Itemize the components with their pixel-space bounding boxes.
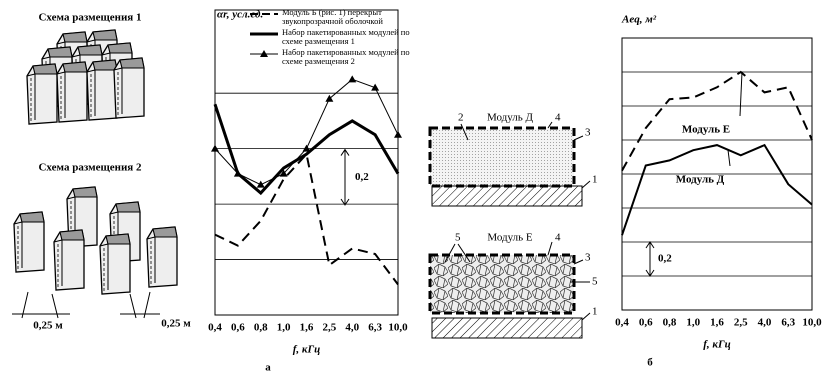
marker — [302, 144, 311, 152]
scale-bar — [340, 148, 350, 206]
gap-label: 0,25 м — [161, 318, 191, 330]
label: 1 — [592, 174, 598, 186]
series-line — [621, 143, 813, 236]
marker — [211, 144, 219, 152]
series-label: Модуль Е — [682, 124, 730, 136]
x-tick-label: 1,6 — [710, 317, 724, 329]
label: Модуль Е — [487, 232, 533, 244]
x-tick-label: 1,0 — [686, 317, 700, 329]
y-axis-label: Aeq, м² — [621, 14, 657, 26]
section-e: 5 Модуль Е 4 3 5 1 — [428, 232, 598, 339]
marker — [371, 83, 380, 91]
x-axis-label: f, кГц — [703, 339, 731, 351]
legend-marker — [260, 50, 268, 57]
marker — [348, 75, 357, 83]
x-tick-label: 10,0 — [802, 317, 822, 329]
scheme-title: Схема размещения 1 — [38, 12, 141, 24]
leader-line — [739, 71, 743, 117]
caption: а — [265, 362, 271, 374]
x-tick-label: 1,6 — [300, 322, 314, 334]
marker — [233, 169, 242, 177]
scale-bar-label: 0,2 — [355, 171, 369, 183]
marker — [256, 180, 265, 188]
x-tick-label: 2,5 — [734, 317, 748, 329]
label: 3 — [585, 252, 591, 264]
label: 4 — [555, 232, 561, 244]
legend-label: Модуль Б (рис. 1) перекрыт звукопрозрачн… — [282, 8, 383, 26]
gap-label: 0,25 м — [33, 320, 63, 332]
x-tick-label: 0,4 — [208, 322, 222, 334]
x-tick-label: 4,0 — [758, 317, 772, 329]
label: 5 — [592, 276, 598, 288]
label: Модуль Д — [487, 112, 534, 124]
legend-entry: Набор пакетированных модулей по схеме ра… — [282, 28, 410, 46]
leader-line — [727, 149, 731, 167]
legend-label: Набор пакетированных модулей по схеме ра… — [282, 28, 410, 46]
series-line — [621, 70, 813, 172]
x-tick-label: 4,0 — [345, 322, 359, 334]
x-tick-label: 6,3 — [781, 317, 795, 329]
x-tick-label: 10,0 — [388, 322, 408, 334]
y-axis-label: αr, усл.ед. — [217, 9, 263, 21]
label: 5 — [455, 232, 461, 244]
x-tick-label: 6,3 — [368, 322, 382, 334]
x-tick-label: 0,8 — [663, 317, 677, 329]
legend-entry: Модуль Б (рис. 1) перекрыт звукопрозрачн… — [282, 8, 383, 26]
scale-bar — [645, 241, 655, 277]
plot-frame — [214, 9, 399, 316]
legend-label: Набор пакетированных модулей по схеме ра… — [282, 48, 410, 66]
x-tick-label: 0,4 — [615, 317, 629, 329]
marker — [394, 130, 402, 138]
label: 1 — [592, 306, 598, 318]
x-tick-label: 0,6 — [231, 322, 245, 334]
x-tick-label: 2,5 — [323, 322, 337, 334]
x-axis-label: f, кГц — [293, 344, 321, 356]
label: 4 — [555, 112, 561, 124]
scheme-title: Схема размещения 2 — [38, 162, 142, 174]
marker — [325, 94, 334, 102]
series-line — [214, 152, 399, 286]
marker — [279, 169, 288, 177]
x-tick-label: 0,8 — [254, 322, 268, 334]
series-line — [213, 103, 400, 196]
x-tick-label: 1,0 — [277, 322, 291, 334]
caption: б — [647, 357, 653, 369]
x-tick-label: 0,6 — [639, 317, 653, 329]
label: 2 — [458, 112, 464, 124]
section-d: 2 Модуль Д 4 3 1 — [428, 112, 598, 207]
legend-entry: Набор пакетированных модулей по схеме ра… — [282, 48, 410, 66]
scheme-1: Схема размещения 1 — [26, 12, 145, 125]
series-label: Модуль Д — [676, 174, 725, 186]
scheme-2: Схема размещения 2 0,25 м 0,25 м — [12, 162, 191, 332]
scale-bar-label: 0,2 — [658, 253, 672, 265]
label: 3 — [585, 127, 591, 139]
